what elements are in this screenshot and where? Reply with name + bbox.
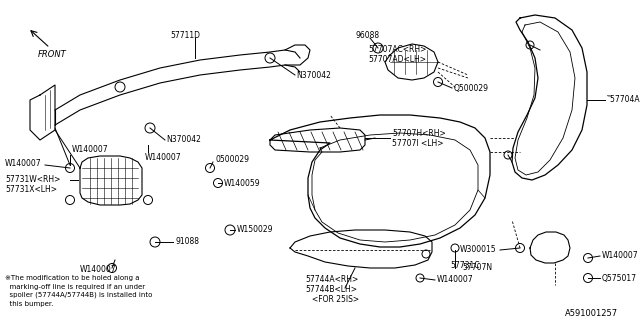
Text: ※The modification to be holed along a
  marking-off line is required if an under: ※The modification to be holed along a ma… — [5, 275, 152, 307]
Text: 57731W<RH>: 57731W<RH> — [5, 175, 60, 185]
Text: 57707AD<LH>: 57707AD<LH> — [368, 55, 426, 65]
Text: 57731X<LH>: 57731X<LH> — [5, 186, 57, 195]
Text: 57744B<LH>: 57744B<LH> — [305, 285, 357, 294]
Text: W140007: W140007 — [72, 146, 109, 155]
Text: 57707AC<RH>: 57707AC<RH> — [368, 45, 426, 54]
Text: Q500029: Q500029 — [454, 84, 489, 92]
Text: 96088: 96088 — [355, 30, 379, 39]
Text: A591001257: A591001257 — [565, 309, 618, 318]
Text: W140007: W140007 — [5, 158, 42, 167]
Text: ‷57704A: ‷57704A — [607, 95, 640, 105]
Text: 0500029: 0500029 — [215, 156, 249, 164]
Text: 57711D: 57711D — [170, 31, 200, 41]
Text: W140059: W140059 — [224, 179, 260, 188]
Text: 57707I <LH>: 57707I <LH> — [392, 139, 444, 148]
Text: 57707H<RH>: 57707H<RH> — [392, 129, 445, 138]
Text: 91088: 91088 — [175, 237, 199, 246]
Text: W140007: W140007 — [437, 276, 474, 284]
Text: W140007: W140007 — [602, 251, 639, 260]
Text: N370042: N370042 — [296, 70, 331, 79]
Text: FRONT: FRONT — [38, 50, 67, 59]
Text: 57731C: 57731C — [450, 260, 479, 269]
Text: 57744A<RH>: 57744A<RH> — [305, 276, 358, 284]
Text: Q575017: Q575017 — [602, 274, 637, 283]
Text: W140007: W140007 — [145, 154, 182, 163]
Text: 57707N: 57707N — [462, 263, 492, 273]
Text: N370042: N370042 — [166, 135, 201, 145]
Text: <FOR 25IS>: <FOR 25IS> — [312, 295, 359, 305]
Text: W140007: W140007 — [80, 266, 116, 275]
Text: W300015: W300015 — [460, 245, 497, 254]
Text: W150029: W150029 — [237, 226, 273, 235]
